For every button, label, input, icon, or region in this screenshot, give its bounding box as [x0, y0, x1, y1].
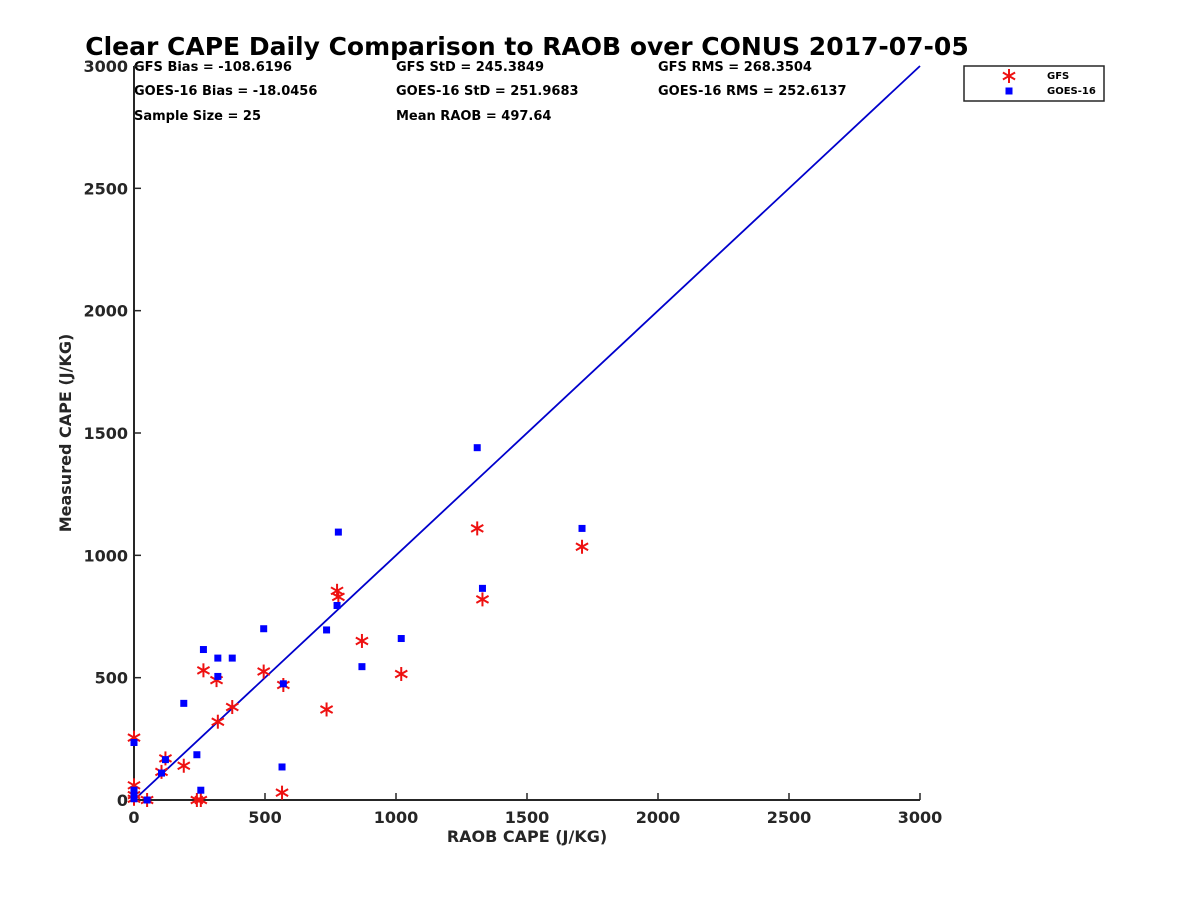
legend: GFS GOES-16 — [963, 65, 1105, 102]
legend-label-goes16: GOES-16 — [1047, 86, 1096, 97]
point-gfs — [331, 589, 345, 604]
x-tick-label: 2500 — [767, 808, 812, 827]
point-goes16 — [260, 625, 268, 633]
point-gfs — [257, 664, 271, 679]
point-gfs — [355, 633, 369, 648]
stat-gfs-bias: GFS Bias = -108.6196 — [134, 60, 292, 75]
point-goes16 — [161, 756, 169, 764]
point-goes16 — [397, 635, 405, 643]
point-goes16 — [323, 626, 331, 634]
point-goes16 — [130, 739, 138, 747]
stat-mean-raob: Mean RAOB = 497.64 — [396, 109, 551, 124]
x-axis-ticks: 0 500 1000 1500 2000 2500 3000 — [128, 793, 942, 827]
point-goes16 — [130, 786, 138, 794]
point-goes16 — [478, 584, 486, 592]
point-goes16 — [130, 795, 138, 803]
x-tick-label: 1500 — [505, 808, 550, 827]
point-goes16 — [214, 672, 222, 680]
x-tick-label: 0 — [128, 808, 139, 827]
y-tick-label: 1500 — [83, 424, 128, 443]
point-gfs — [177, 758, 191, 773]
reference-line-group — [133, 65, 921, 801]
legend-marker-gfs-icon — [1002, 69, 1016, 83]
y-tick-label: 3000 — [83, 57, 128, 76]
point-gfs — [475, 592, 490, 607]
stat-goes-std: GOES-16 StD = 251.9683 — [396, 84, 579, 99]
x-axis-label: RAOB CAPE (J/KG) — [447, 827, 607, 846]
point-goes16 — [473, 444, 481, 452]
y-tick-label: 1000 — [83, 546, 128, 565]
point-goes16 — [279, 680, 287, 688]
data-points — [127, 444, 589, 807]
stat-sample-size: Sample Size = 25 — [134, 109, 261, 124]
point-gfs — [211, 714, 225, 729]
point-goes16 — [143, 796, 151, 804]
y-tick-label: 500 — [95, 669, 128, 688]
point-gfs — [319, 702, 334, 717]
x-tick-label: 1000 — [374, 808, 419, 827]
point-gfs — [394, 666, 408, 681]
point-goes16 — [228, 654, 236, 662]
point-goes16 — [197, 786, 205, 794]
x-tick-label: 3000 — [898, 808, 943, 827]
legend-marker-gfs — [1002, 69, 1016, 83]
chart-title: Clear CAPE Daily Comparison to RAOB over… — [85, 32, 968, 61]
y-tick-label: 2000 — [83, 302, 128, 321]
point-gfs — [575, 539, 589, 554]
legend-marker-goes16 — [1005, 87, 1013, 95]
stat-goes-bias: GOES-16 Bias = -18.0456 — [134, 84, 317, 99]
stat-gfs-std: GFS StD = 245.3849 — [396, 60, 544, 75]
y-tick-label: 0 — [117, 791, 128, 810]
point-goes16 — [278, 763, 286, 771]
y-axis-ticks: 0 500 1000 1500 2000 2500 3000 — [83, 57, 141, 810]
point-goes16 — [193, 751, 201, 759]
legend-box — [963, 65, 1105, 102]
point-goes16 — [578, 524, 586, 532]
y-axis-label: Measured CAPE (J/KG) — [56, 334, 75, 533]
point-goes16 — [180, 699, 188, 707]
point-gfs — [275, 785, 289, 800]
point-gfs — [196, 663, 211, 678]
point-goes16 — [130, 791, 138, 799]
point-goes16 — [333, 601, 341, 609]
legend-marker-goes16-icon — [1005, 87, 1013, 95]
point-gfs — [225, 700, 239, 715]
point-goes16 — [199, 646, 207, 654]
point-gfs — [470, 521, 484, 536]
point-gfs — [194, 793, 208, 807]
point-goes16 — [358, 663, 366, 671]
stat-goes-rms: GOES-16 RMS = 252.6137 — [658, 84, 847, 99]
point-goes16 — [334, 528, 342, 536]
x-tick-label: 2000 — [636, 808, 681, 827]
point-goes16 — [158, 769, 166, 777]
stats-block: GFS Bias = -108.6196 GOES-16 Bias = -18.… — [134, 60, 847, 124]
point-goes16 — [214, 654, 222, 662]
y-tick-label: 2500 — [83, 179, 128, 198]
stat-gfs-rms: GFS RMS = 268.3504 — [658, 60, 812, 75]
x-tick-label: 500 — [248, 808, 281, 827]
legend-label-gfs: GFS — [1047, 71, 1069, 82]
one-to-one-line — [133, 65, 921, 801]
